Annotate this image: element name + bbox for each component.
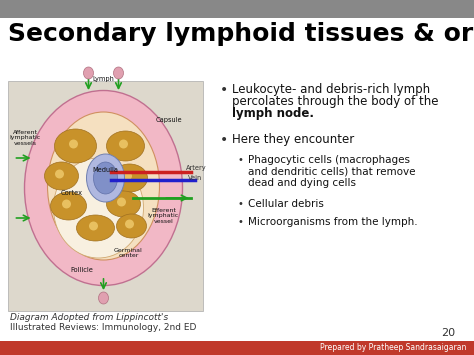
Ellipse shape — [51, 192, 86, 220]
Ellipse shape — [54, 158, 144, 258]
Text: Cortex: Cortex — [61, 190, 82, 196]
Ellipse shape — [86, 154, 125, 202]
Ellipse shape — [117, 197, 126, 207]
Ellipse shape — [55, 169, 64, 179]
Text: Medulla: Medulla — [92, 167, 118, 173]
Text: Microorganisms from the lymph.: Microorganisms from the lymph. — [248, 217, 418, 227]
Text: •: • — [238, 199, 244, 209]
Ellipse shape — [55, 129, 97, 163]
Text: Illustrated Reviews: Immunology, 2nd ED: Illustrated Reviews: Immunology, 2nd ED — [10, 323, 196, 332]
Ellipse shape — [25, 91, 182, 285]
Bar — [0, 0, 474, 18]
Text: Lymph: Lymph — [92, 76, 114, 82]
Bar — [8, 81, 203, 311]
Text: Cellular debris: Cellular debris — [248, 199, 324, 209]
Ellipse shape — [69, 140, 78, 148]
Ellipse shape — [125, 219, 134, 229]
Ellipse shape — [47, 112, 159, 260]
Text: Vein: Vein — [188, 175, 202, 181]
Ellipse shape — [83, 67, 93, 79]
Ellipse shape — [107, 191, 140, 217]
Ellipse shape — [62, 200, 71, 208]
Text: 20: 20 — [441, 328, 455, 338]
Text: Prepared by Pratheep Sandrasaigaran: Prepared by Pratheep Sandrasaigaran — [319, 344, 466, 353]
Bar — [0, 341, 474, 355]
Ellipse shape — [111, 164, 147, 192]
Text: Follicle: Follicle — [70, 267, 93, 273]
Ellipse shape — [117, 214, 146, 238]
Text: Efferent
lymphatic
vessel: Efferent lymphatic vessel — [148, 208, 179, 224]
Ellipse shape — [99, 292, 109, 304]
Text: Artery: Artery — [185, 165, 206, 171]
Text: Diagram Adopted from Lippincott's: Diagram Adopted from Lippincott's — [10, 313, 168, 322]
Ellipse shape — [45, 162, 79, 190]
Text: •: • — [238, 155, 244, 165]
Text: Here they encounter: Here they encounter — [232, 133, 354, 146]
Ellipse shape — [123, 171, 132, 180]
Text: percolates through the body of the: percolates through the body of the — [232, 95, 438, 108]
Ellipse shape — [93, 162, 118, 194]
Ellipse shape — [76, 215, 115, 241]
Text: Germinal
center: Germinal center — [114, 247, 143, 258]
Text: •: • — [238, 217, 244, 227]
Text: •: • — [220, 83, 228, 97]
Ellipse shape — [107, 131, 145, 161]
Ellipse shape — [113, 67, 124, 79]
Text: Phagocytic cells (macrophages
and dendritic cells) that remove
dead and dying ce: Phagocytic cells (macrophages and dendri… — [248, 155, 416, 188]
Ellipse shape — [89, 222, 98, 230]
Text: lymph node.: lymph node. — [232, 107, 314, 120]
Text: Capsule: Capsule — [155, 117, 182, 123]
Text: Leukocyte- and debris-rich lymph: Leukocyte- and debris-rich lymph — [232, 83, 430, 96]
Text: Afferent
lymphatic
vessels: Afferent lymphatic vessels — [10, 130, 41, 146]
Ellipse shape — [119, 140, 128, 148]
Text: Secondary lymphoid tissues & organs: Secondary lymphoid tissues & organs — [8, 22, 474, 46]
Text: •: • — [220, 133, 228, 147]
